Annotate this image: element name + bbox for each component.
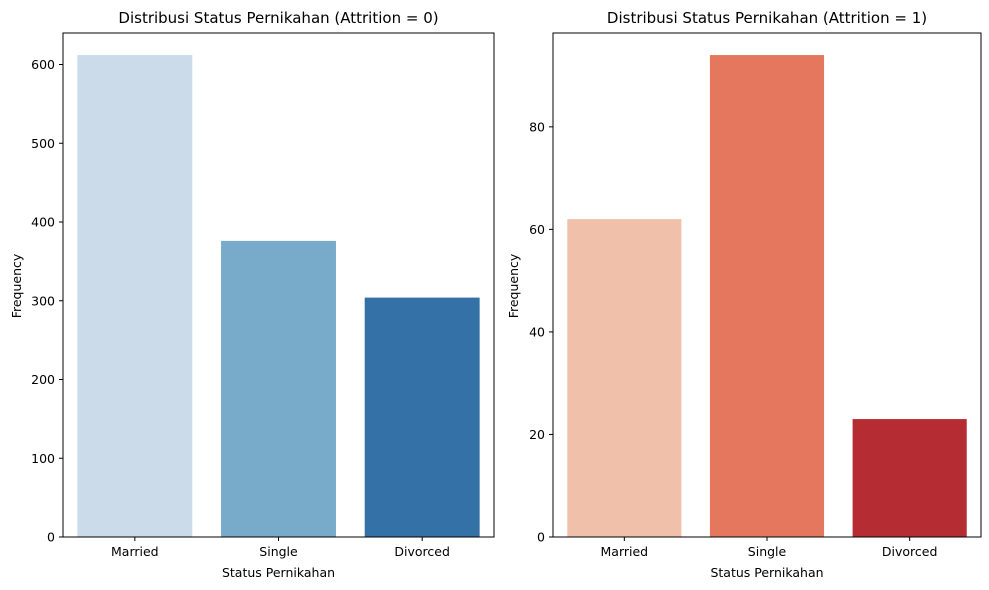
chart-attrition-1: Distribusi Status Pernikahan (Attrition … bbox=[506, 9, 982, 580]
ticks: Married Single Divorced 0 20 40 60 80 bbox=[529, 119, 937, 559]
x-tick-label: Single bbox=[748, 544, 787, 559]
y-tick-label: 0 bbox=[47, 530, 55, 545]
x-axis-label: Status Pernikahan bbox=[710, 565, 823, 580]
bar-single bbox=[221, 240, 336, 537]
bar-single bbox=[709, 55, 825, 538]
y-axis-label: Frequency bbox=[506, 253, 521, 318]
chart-title: Distribusi Status Pernikahan (Attrition … bbox=[118, 9, 438, 27]
y-tick-label: 0 bbox=[537, 530, 545, 545]
y-tick-label: 40 bbox=[529, 324, 545, 339]
y-tick-label: 20 bbox=[529, 427, 545, 442]
bars bbox=[77, 55, 480, 538]
y-tick-label: 100 bbox=[31, 451, 55, 466]
y-tick-label: 60 bbox=[529, 222, 545, 237]
bar-married bbox=[567, 219, 682, 537]
x-tick-label: Divorced bbox=[882, 544, 938, 559]
bar-married bbox=[77, 55, 193, 538]
y-axis-label: Frequency bbox=[9, 253, 24, 318]
bars bbox=[567, 55, 967, 538]
chart-title: Distribusi Status Pernikahan (Attrition … bbox=[607, 9, 927, 27]
x-tick-label: Divorced bbox=[394, 544, 450, 559]
y-tick-label: 400 bbox=[31, 215, 55, 230]
y-tick-label: 600 bbox=[31, 57, 55, 72]
x-tick-label: Married bbox=[601, 544, 649, 559]
x-tick-label: Single bbox=[259, 544, 298, 559]
x-axis-label: Status Pernikahan bbox=[222, 565, 335, 580]
x-tick-label: Married bbox=[111, 544, 159, 559]
bar-divorced bbox=[364, 297, 480, 537]
y-tick-label: 80 bbox=[529, 119, 545, 134]
y-tick-label: 500 bbox=[31, 136, 55, 151]
axes-frame bbox=[62, 32, 495, 538]
bar-divorced bbox=[852, 419, 967, 537]
y-tick-label: 200 bbox=[31, 372, 55, 387]
ticks: Married Single Divorced 0 100 200 300 400 500 600 bbox=[31, 57, 450, 559]
chart-attrition-0: Distribusi Status Pernikahan (Attrition … bbox=[9, 9, 495, 580]
axes-frame bbox=[552, 32, 982, 538]
y-tick-label: 300 bbox=[31, 293, 55, 308]
